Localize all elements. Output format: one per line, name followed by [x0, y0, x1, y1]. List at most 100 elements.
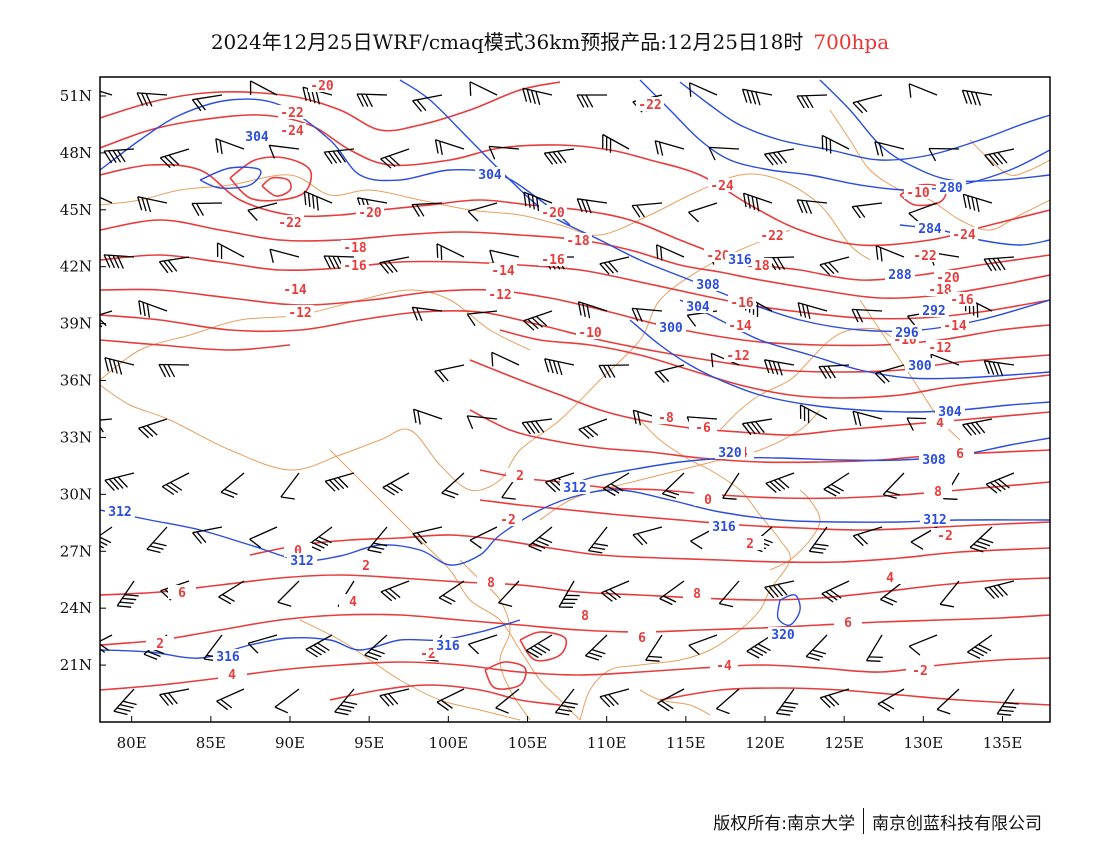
wind-barb	[576, 94, 607, 108]
isotherm	[519, 631, 568, 662]
wind-barb	[161, 472, 190, 496]
height-label-bg	[905, 358, 935, 372]
isotherm-label: 2	[362, 559, 370, 574]
height-label: 308	[922, 453, 946, 468]
wind-barb	[577, 301, 608, 319]
lon-label: 115E	[666, 734, 706, 752]
height-label: 304	[478, 168, 502, 183]
wind-barb	[763, 148, 795, 166]
isotherm-label: 0	[294, 544, 302, 559]
wind-barb	[821, 580, 850, 603]
isotherm-label-bg	[168, 585, 196, 599]
wind-barb	[498, 580, 520, 608]
wind-barb	[159, 148, 190, 169]
height-label-bg	[213, 649, 243, 663]
lon-label: 120E	[745, 734, 785, 752]
height-label-bg	[242, 129, 272, 143]
isotherm-label: -22	[638, 98, 661, 113]
height-label: 304	[938, 405, 962, 420]
isotherm-label-bg	[539, 252, 567, 266]
height-label: 316	[436, 639, 460, 654]
wind-barb	[661, 472, 685, 499]
isotherm	[100, 114, 1050, 247]
wind-barb	[631, 202, 663, 218]
wind-barb	[488, 145, 520, 160]
wind-barb	[984, 148, 1015, 167]
isotherm-label: 8	[693, 587, 701, 602]
height-label-bg	[693, 277, 723, 291]
isotherm-label-bg	[278, 105, 306, 119]
wind-barb	[908, 83, 938, 98]
wind-barb	[631, 307, 663, 322]
wind-barb	[908, 634, 938, 656]
lat-label: 39N	[60, 315, 92, 333]
wind-barb	[602, 133, 630, 153]
border-line	[719, 327, 901, 431]
border-line	[579, 419, 791, 721]
height-label-bg	[560, 480, 590, 494]
wind-barb	[466, 415, 498, 430]
wind-barb	[819, 256, 850, 276]
lon-label: 110E	[587, 734, 627, 752]
height-label-bg	[709, 519, 739, 533]
wind-barb	[851, 308, 883, 323]
lon-label: 80E	[117, 734, 147, 752]
isotherm-label: 0	[704, 493, 712, 508]
wind-barb	[967, 634, 993, 659]
wind-barb	[525, 634, 553, 659]
isotherm-label-bg	[564, 233, 592, 247]
wind-barb	[645, 634, 663, 662]
wind-barb	[688, 82, 718, 97]
isotherm	[329, 684, 561, 706]
wind-barb	[632, 526, 663, 546]
wind-barb	[554, 688, 578, 716]
wind-barb	[380, 580, 410, 602]
wind-barb	[305, 634, 333, 658]
isotherm-label: -20	[310, 79, 334, 94]
wind-barb	[874, 364, 905, 384]
wind-barb	[307, 526, 333, 552]
wind-barb	[411, 306, 443, 322]
wind-barb	[192, 526, 223, 544]
wind-barb	[796, 94, 828, 109]
wind-barb	[146, 526, 168, 554]
wind-barb	[522, 87, 553, 105]
height-label: 316	[712, 520, 736, 535]
isotherm-label: 6	[844, 616, 852, 631]
isotherm-label-bg	[683, 586, 711, 600]
lat-label: 24N	[60, 599, 92, 617]
isotherm-label: -20	[706, 249, 730, 264]
wind-barb	[249, 80, 278, 96]
isotherm-label-bg	[926, 415, 954, 429]
isotherm-label-bg	[948, 292, 976, 306]
wind-barb	[996, 688, 1019, 716]
isotherm-label: 6	[638, 631, 646, 646]
isotherm-label-bg	[506, 468, 534, 482]
wind-barb	[137, 196, 168, 213]
isotherm-label: -14	[728, 319, 752, 334]
isotherm	[100, 339, 291, 351]
isotherm-label: 6	[956, 447, 964, 462]
isotherm-label: -22	[913, 249, 936, 264]
isotherm-label: -6	[695, 421, 711, 436]
isotherm-label: -10	[906, 186, 930, 201]
wind-barb	[797, 302, 828, 320]
isotherm	[100, 613, 1050, 646]
wind-barb	[436, 688, 465, 711]
isotherm-label: 4	[886, 571, 894, 586]
lon-label: 90E	[275, 734, 305, 752]
height-label-bg	[885, 267, 915, 281]
wind-barb	[587, 526, 609, 554]
wind-barb	[367, 526, 388, 554]
isotherm-label-bg	[926, 340, 954, 354]
height-label-bg	[919, 452, 949, 466]
wind-barb	[763, 359, 795, 376]
wind-barb	[364, 634, 388, 661]
wind-barb	[882, 472, 905, 499]
wind-barb	[962, 418, 993, 436]
isotherm-label: -22	[760, 229, 783, 244]
isotherm	[261, 176, 292, 197]
wind-barb	[521, 418, 553, 435]
isotherm-label-bg	[308, 78, 336, 92]
wind-barb	[523, 310, 553, 331]
